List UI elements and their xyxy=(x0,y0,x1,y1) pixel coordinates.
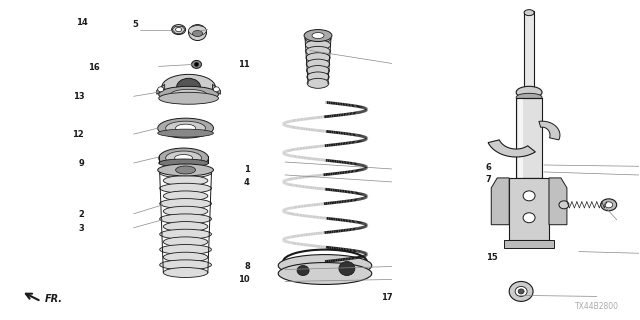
Ellipse shape xyxy=(172,25,186,35)
Ellipse shape xyxy=(306,53,330,63)
Ellipse shape xyxy=(159,92,218,104)
Bar xyxy=(516,98,542,178)
Ellipse shape xyxy=(163,191,208,201)
Ellipse shape xyxy=(195,62,198,67)
Ellipse shape xyxy=(307,78,329,88)
Text: 16: 16 xyxy=(88,63,100,72)
Ellipse shape xyxy=(516,86,542,98)
Ellipse shape xyxy=(162,74,216,100)
Ellipse shape xyxy=(160,229,211,239)
Ellipse shape xyxy=(214,87,220,92)
Ellipse shape xyxy=(306,46,330,56)
Ellipse shape xyxy=(175,124,196,132)
Text: 3: 3 xyxy=(79,224,84,233)
Bar xyxy=(504,240,554,248)
Text: 10: 10 xyxy=(238,275,250,284)
Text: 7: 7 xyxy=(486,175,492,184)
Ellipse shape xyxy=(297,266,309,276)
Ellipse shape xyxy=(159,86,218,102)
Ellipse shape xyxy=(339,261,355,276)
Ellipse shape xyxy=(163,237,208,247)
Ellipse shape xyxy=(189,26,207,36)
Ellipse shape xyxy=(601,199,617,211)
Ellipse shape xyxy=(163,176,208,186)
Ellipse shape xyxy=(157,87,164,92)
Text: 4: 4 xyxy=(244,178,250,187)
Ellipse shape xyxy=(518,289,524,294)
Text: 17: 17 xyxy=(381,292,392,301)
Ellipse shape xyxy=(524,10,534,16)
Ellipse shape xyxy=(559,201,569,209)
Ellipse shape xyxy=(163,221,208,232)
Text: 8: 8 xyxy=(244,262,250,271)
Ellipse shape xyxy=(160,244,211,254)
Polygon shape xyxy=(492,178,509,225)
Ellipse shape xyxy=(191,60,202,68)
Ellipse shape xyxy=(605,202,612,208)
Ellipse shape xyxy=(159,148,209,168)
Ellipse shape xyxy=(166,121,205,135)
Polygon shape xyxy=(539,121,560,140)
Bar xyxy=(524,11,534,92)
Text: 11: 11 xyxy=(238,60,250,69)
Ellipse shape xyxy=(163,268,208,277)
Ellipse shape xyxy=(193,31,202,36)
Ellipse shape xyxy=(160,168,211,178)
Text: 15: 15 xyxy=(486,253,497,262)
Ellipse shape xyxy=(160,260,211,270)
Ellipse shape xyxy=(160,199,211,209)
Ellipse shape xyxy=(177,78,200,96)
Text: TX44B2800: TX44B2800 xyxy=(575,302,619,311)
Ellipse shape xyxy=(278,262,372,284)
Ellipse shape xyxy=(171,89,207,99)
Text: FR.: FR. xyxy=(45,294,63,304)
Ellipse shape xyxy=(305,34,331,44)
Ellipse shape xyxy=(175,155,193,162)
Text: 5: 5 xyxy=(132,20,138,29)
Ellipse shape xyxy=(516,93,542,101)
Ellipse shape xyxy=(157,129,214,137)
Ellipse shape xyxy=(160,214,211,224)
Text: 9: 9 xyxy=(79,159,84,168)
Text: 1: 1 xyxy=(244,165,250,174)
Ellipse shape xyxy=(515,286,527,296)
Ellipse shape xyxy=(163,252,208,262)
Text: 13: 13 xyxy=(72,92,84,101)
Ellipse shape xyxy=(159,159,209,167)
Text: 2: 2 xyxy=(78,210,84,219)
Bar xyxy=(509,178,549,240)
Ellipse shape xyxy=(175,166,196,174)
Ellipse shape xyxy=(163,206,208,216)
Ellipse shape xyxy=(307,59,330,69)
Ellipse shape xyxy=(157,118,214,138)
Text: 6: 6 xyxy=(486,164,492,172)
Ellipse shape xyxy=(509,282,533,301)
Ellipse shape xyxy=(312,33,324,38)
Ellipse shape xyxy=(304,29,332,42)
Polygon shape xyxy=(549,178,567,225)
Ellipse shape xyxy=(307,72,329,82)
Ellipse shape xyxy=(160,183,211,193)
Ellipse shape xyxy=(189,25,207,41)
Ellipse shape xyxy=(307,66,330,76)
Text: 14: 14 xyxy=(76,19,88,28)
Polygon shape xyxy=(212,84,220,94)
Ellipse shape xyxy=(278,255,372,276)
Ellipse shape xyxy=(175,28,182,32)
Ellipse shape xyxy=(305,40,331,50)
Ellipse shape xyxy=(166,151,202,165)
Ellipse shape xyxy=(523,213,535,223)
Polygon shape xyxy=(488,140,535,157)
Text: 12: 12 xyxy=(72,130,84,139)
Ellipse shape xyxy=(523,191,535,201)
Polygon shape xyxy=(157,84,164,94)
Ellipse shape xyxy=(157,164,214,176)
Bar xyxy=(518,98,523,178)
